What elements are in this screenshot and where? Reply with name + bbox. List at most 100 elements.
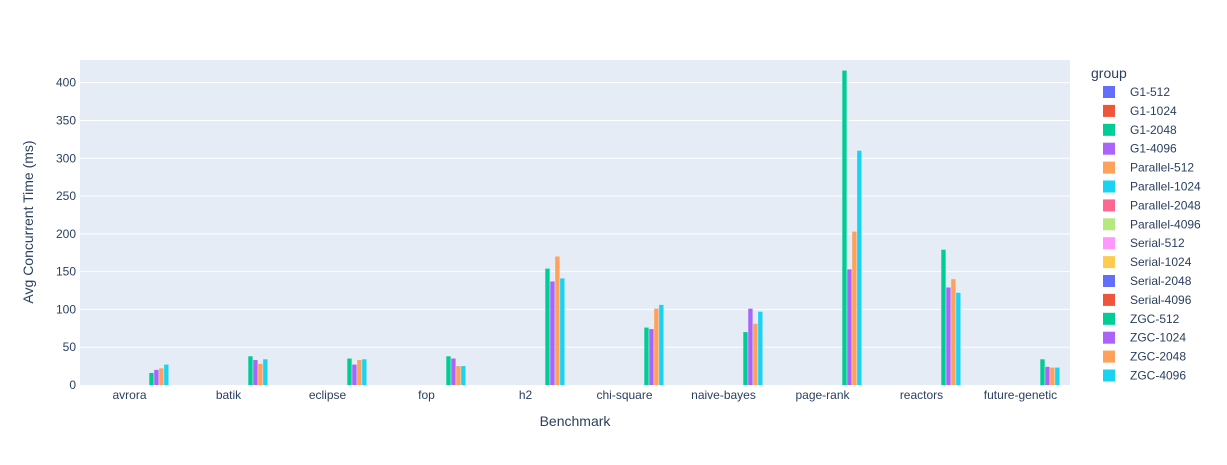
y-tick-label: 200	[56, 227, 76, 241]
legend-swatch	[1103, 104, 1115, 117]
bar-zgc-2048-avrora	[159, 368, 164, 385]
bar-zgc-4096-chi-square	[659, 304, 664, 385]
bar-zgc-1024-reactors	[946, 287, 951, 385]
bars	[149, 70, 1060, 386]
legend-swatch	[1103, 350, 1115, 363]
bar-zgc-4096-naive-bayes	[758, 311, 763, 385]
bar-zgc-1024-eclipse	[352, 364, 357, 385]
legend-label: Parallel-4096	[1130, 217, 1201, 231]
bar-zgc-4096-eclipse	[362, 359, 367, 385]
y-tick-label: 100	[56, 302, 76, 316]
y-tick-label: 150	[56, 265, 76, 279]
legend-swatch	[1103, 312, 1115, 325]
bar-zgc-1024-chi-square	[649, 329, 654, 385]
legend-title: group	[1091, 65, 1127, 81]
bar-zgc-2048-chi-square	[654, 308, 659, 385]
legend-swatch	[1103, 275, 1115, 287]
bar-zgc-512-future-genetic	[1040, 359, 1045, 385]
bar-zgc-1024-avrora	[154, 369, 159, 385]
x-tick-label: page-rank	[795, 388, 850, 402]
x-tick-label: chi-square	[596, 388, 652, 402]
bar-zgc-512-batik	[248, 356, 253, 385]
legend-swatch	[1103, 256, 1115, 269]
legend-swatch	[1103, 218, 1115, 231]
bar-zgc-4096-h2	[560, 278, 565, 385]
y-tick-label: 250	[56, 189, 76, 203]
bar-zgc-4096-avrora	[164, 364, 169, 385]
x-tick-label: avrora	[112, 388, 146, 402]
x-tick-labels: avrora batik eclipse fop h2 chi-square naive-b…	[112, 388, 1057, 402]
legend-swatch	[1103, 180, 1115, 193]
bar-zgc-2048-fop	[456, 366, 461, 385]
bar-zgc-512-page-rank	[842, 70, 847, 386]
legend-label: ZGC-512	[1130, 312, 1180, 326]
x-axis-title: Benchmark	[540, 413, 612, 429]
bar-zgc-512-h2	[545, 268, 550, 385]
legend-label: Serial-1024	[1130, 255, 1192, 269]
legend-swatch	[1103, 237, 1115, 250]
bar-zgc-1024-naive-bayes	[748, 308, 753, 385]
legend-swatch	[1103, 123, 1115, 136]
y-axis-title: Avg Concurrent Time (ms)	[20, 140, 36, 303]
legend-swatch	[1103, 199, 1115, 212]
bar-zgc-512-naive-bayes	[743, 332, 748, 385]
x-tick-label: naive-bayes	[691, 388, 756, 402]
legend-label: Serial-512	[1130, 236, 1185, 250]
legend-label: G1-4096	[1130, 142, 1177, 156]
bar-zgc-4096-fop	[461, 366, 466, 385]
y-tick-label: 350	[56, 113, 76, 127]
bar-zgc-512-fop	[446, 356, 451, 385]
legend-swatch	[1103, 142, 1115, 155]
legend-label: G1-512	[1130, 85, 1170, 99]
y-tick-label: 300	[56, 151, 76, 165]
bar-zgc-2048-reactors	[951, 279, 956, 385]
bar-zgc-1024-page-rank	[847, 269, 852, 385]
x-tick-label: fop	[418, 388, 435, 402]
legend-label: ZGC-2048	[1130, 350, 1186, 364]
legend-label: Parallel-512	[1130, 161, 1194, 175]
bar-zgc-4096-batik	[263, 359, 268, 385]
legend-swatch	[1103, 369, 1115, 382]
y-tick-label: 400	[56, 76, 76, 90]
x-tick-label: h2	[519, 388, 533, 402]
legend: group G1-512 G1-1024 G1-2048 G1-4096 Paralle…	[1091, 65, 1201, 383]
bar-zgc-4096-reactors	[956, 292, 961, 385]
bar-zgc-512-reactors	[941, 249, 946, 385]
bar-zgc-2048-h2	[555, 256, 560, 385]
bar-zgc-2048-batik	[258, 363, 263, 385]
legend-label: ZGC-1024	[1130, 331, 1186, 345]
legend-swatch	[1103, 86, 1115, 98]
bar-zgc-1024-future-genetic	[1045, 366, 1050, 385]
bar-zgc-2048-eclipse	[357, 360, 362, 385]
legend-swatch	[1103, 293, 1115, 306]
bar-zgc-1024-fop	[451, 358, 456, 385]
bar-zgc-1024-h2	[550, 281, 555, 385]
legend-label: G1-2048	[1130, 123, 1177, 137]
bar-zgc-512-avrora	[149, 372, 154, 385]
legend-label: Parallel-1024	[1130, 180, 1201, 194]
bar-zgc-4096-page-rank	[857, 150, 862, 385]
legend-label: Parallel-2048	[1130, 198, 1201, 212]
legend-swatch	[1103, 331, 1115, 344]
bar-zgc-2048-naive-bayes	[753, 323, 758, 385]
legend-label: ZGC-4096	[1130, 369, 1186, 383]
x-tick-label: future-genetic	[984, 388, 1057, 402]
gridlines	[80, 82, 1070, 348]
y-tick-labels: 0 50 100 150 200 250 300 350 400	[56, 76, 76, 392]
legend-label: Serial-2048	[1130, 274, 1192, 288]
y-tick-label: 50	[63, 340, 77, 354]
legend-swatch	[1103, 161, 1115, 174]
x-tick-label: eclipse	[309, 388, 347, 402]
y-tick-label: 0	[69, 378, 76, 392]
bar-zgc-2048-page-rank	[852, 231, 857, 385]
legend-label: Serial-4096	[1130, 293, 1192, 307]
bar-zgc-2048-future-genetic	[1050, 367, 1055, 385]
plot-background	[80, 60, 1070, 385]
bar-zgc-512-chi-square	[644, 327, 649, 385]
legend-label: G1-1024	[1130, 104, 1177, 118]
bar-zgc-512-eclipse	[347, 358, 352, 385]
x-tick-label: batik	[216, 388, 242, 402]
x-tick-label: reactors	[900, 388, 943, 402]
bar-zgc-4096-future-genetic	[1055, 367, 1060, 385]
